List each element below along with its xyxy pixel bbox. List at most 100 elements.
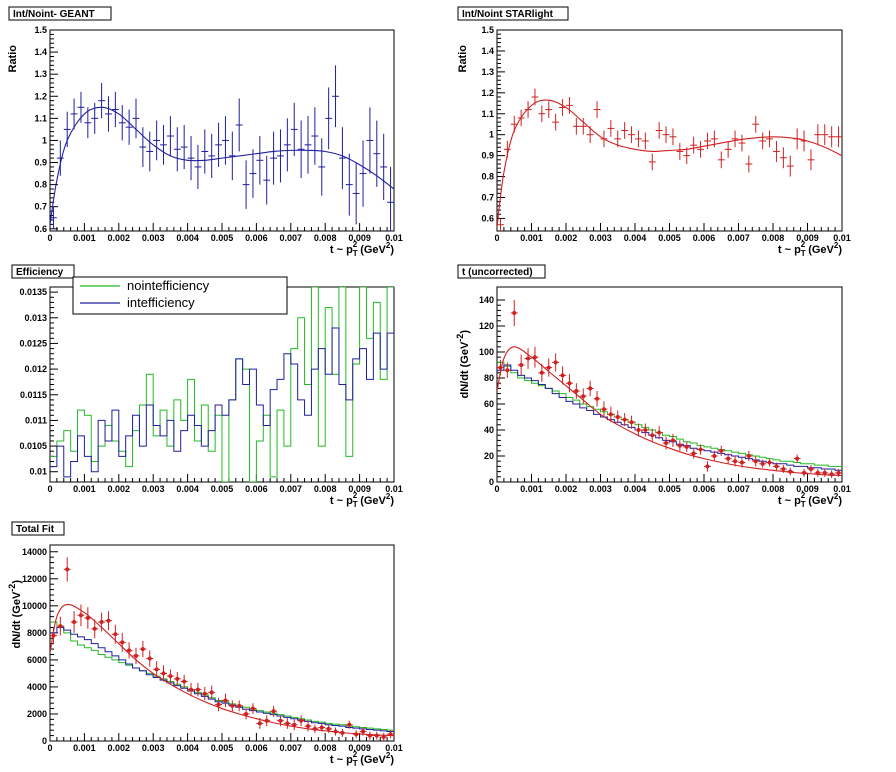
totalfit-data-point <box>325 724 333 733</box>
uncorrected-data-point <box>773 462 780 471</box>
uncorrected-ytick-label: 100 <box>479 347 494 357</box>
efficiency-xtick-label: 0.009 <box>348 484 371 494</box>
totalfit-data-point <box>338 728 346 737</box>
geant-data-point <box>373 120 381 187</box>
geant-data-point <box>256 136 264 185</box>
totalfit-xlabel: t ~ pT2 (GeV2) <box>330 750 394 768</box>
totalfit-data-point <box>98 612 106 632</box>
geant-data-point <box>277 129 284 183</box>
efficiency-ytick-label: 0.012 <box>24 364 47 374</box>
totalfit-data-point <box>63 557 71 582</box>
geant-data-point <box>105 96 112 132</box>
geant-data-point <box>146 131 154 172</box>
starlight-data-point <box>738 134 746 152</box>
efficiency-plot-area <box>50 287 394 482</box>
starlight-ytick-label: 1.2 <box>481 88 494 98</box>
totalfit-xtick-label: 0.009 <box>348 743 371 753</box>
uncorrected-data-point <box>503 362 511 378</box>
starlight-data-point <box>828 126 836 148</box>
efficiency-xtick-label: 0.001 <box>73 484 96 494</box>
efficiency-legend: nointefficiency intefficiency <box>72 276 288 315</box>
starlight-data-point <box>717 151 725 169</box>
starlight-title: Int/Noint STARlight <box>462 9 554 20</box>
efficiency-title: Efficiency <box>16 267 64 278</box>
totalfit-data-point <box>50 627 57 644</box>
uncorrected-data-point <box>724 453 732 464</box>
uncorrected-data-point <box>641 423 649 437</box>
starlight-ytick-label: 1.4 <box>481 46 494 56</box>
totalfit-series-0 <box>50 621 394 731</box>
geant-xtick-label: 0.009 <box>348 233 371 243</box>
uncorrected-ylabel: dN/dt (GeV-2) <box>455 330 471 399</box>
panel-efficiency: 0 0.001 0.002 0.003 0.004 0.005 0.006 0.007 0.00… <box>11 264 403 509</box>
geant-data-point <box>325 87 333 150</box>
starlight-data-point <box>635 130 642 148</box>
efficiency-ytick-label: 0.0125 <box>19 338 47 348</box>
starlight-data-point <box>531 88 539 106</box>
uncorrected-data-point <box>635 423 642 437</box>
geant-data-point <box>380 133 388 201</box>
starlight-data-point <box>628 126 635 144</box>
uncorrected-data-point <box>572 383 580 399</box>
starlight-data-point <box>710 130 718 148</box>
totalfit-data-point <box>194 682 202 697</box>
starlight-data-point <box>752 115 760 133</box>
starlight-data-point <box>600 130 608 148</box>
starlight-xtick-label: 0.003 <box>589 233 612 243</box>
totalfit-data-point <box>153 661 161 678</box>
geant-xtick-label: 0.003 <box>142 233 165 243</box>
geant-data-point <box>173 127 181 172</box>
starlight-data-point <box>503 140 511 158</box>
panel-uncorrected: 0 0.001 0.002 0.003 0.004 0.005 0.006 0.007 0.00… <box>455 264 851 509</box>
totalfit-data-point <box>352 730 360 739</box>
starlight-data-point <box>621 122 629 139</box>
geant-data-point <box>270 131 278 185</box>
starlight-data-point <box>731 130 739 148</box>
geant-data-point <box>228 131 236 181</box>
geant-plot-area <box>50 65 394 231</box>
starlight-data-point <box>779 147 787 169</box>
uncorrected-data-point <box>655 426 663 440</box>
starlight-ytick-label: 1 <box>489 130 494 140</box>
geant-data-point <box>77 91 85 123</box>
totalfit-data-point <box>242 708 250 720</box>
geant-data-point <box>297 120 305 178</box>
uncorrected-title: t (uncorrected) <box>462 267 533 278</box>
uncorrected-data-point <box>835 469 842 477</box>
totalfit-xtick-label: 0.003 <box>142 743 165 753</box>
starlight-data-point <box>786 155 794 177</box>
totalfit-data-point <box>84 607 92 629</box>
totalfit-data-point <box>290 719 298 731</box>
starlight-data-point <box>641 132 649 150</box>
geant-data-point <box>249 149 257 198</box>
starlight-xtick-label: 0.009 <box>796 233 819 243</box>
starlight-data-point <box>607 120 615 137</box>
uncorrected-data-point <box>690 448 698 459</box>
totalfit-data-point <box>235 700 243 712</box>
geant-fit-curve <box>50 106 394 225</box>
totalfit-data-point <box>91 619 99 639</box>
panel-geant: 0 0.001 0.002 0.003 0.004 0.005 0.006 0.007 0.00… <box>7 6 403 258</box>
starlight-data-point <box>690 136 698 154</box>
uncorrected-data-point <box>497 359 504 376</box>
starlight-xtick-label: 0 <box>494 233 499 243</box>
efficiency-xtick-label: 0.003 <box>142 484 165 494</box>
starlight-xtick-label: 0.001 <box>520 233 543 243</box>
starlight-data-point <box>683 147 691 164</box>
starlight-xtick-label: 0.002 <box>555 233 578 243</box>
totalfit-frame <box>49 544 395 742</box>
legend-box <box>72 276 288 315</box>
starlight-data-point <box>648 153 656 171</box>
starlight-data-point <box>517 109 525 127</box>
totalfit-data-point <box>297 715 305 727</box>
geant-ytick-label: 1.4 <box>34 47 47 57</box>
uncorrected-xtick-label: 0.008 <box>762 484 785 494</box>
totalfit-data-point <box>311 724 319 733</box>
geant-xtick-label: 0.005 <box>211 233 234 243</box>
totalfit-data-point <box>187 682 195 697</box>
uncorrected-data-point <box>607 406 615 423</box>
totalfit-data-point <box>380 732 388 741</box>
uncorrected-data-point <box>779 465 787 473</box>
uncorrected-fit-curve <box>497 346 842 477</box>
geant-xtick-label: 0.004 <box>176 233 199 243</box>
